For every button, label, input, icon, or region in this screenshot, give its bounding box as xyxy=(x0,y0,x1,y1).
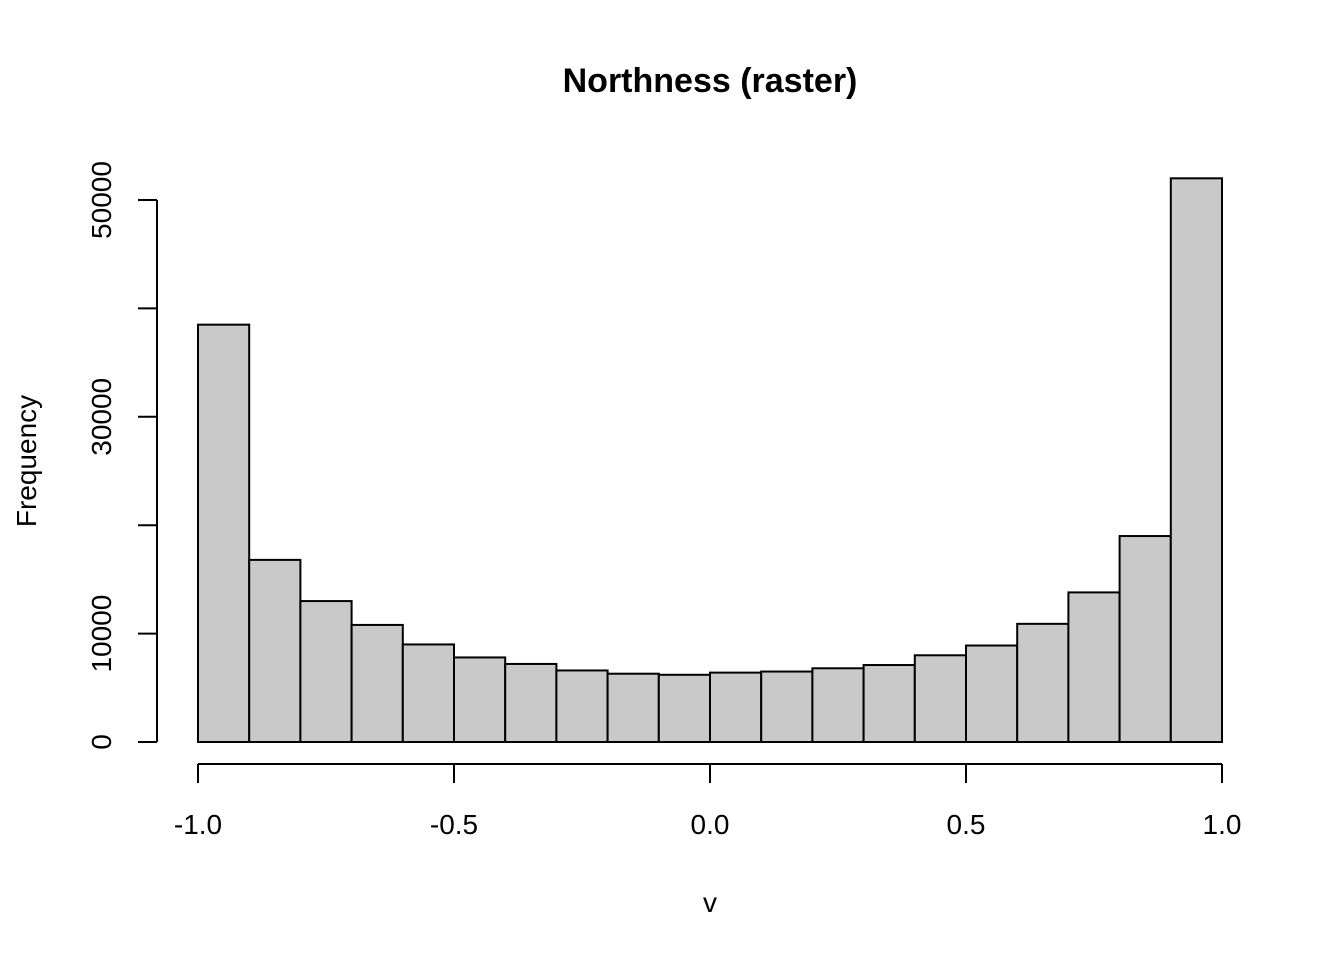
histogram-bar xyxy=(555,669,609,743)
y-tick-label: 10000 xyxy=(86,595,117,673)
chart-title: Northness (raster) xyxy=(563,62,858,100)
x-tick-label: -0.5 xyxy=(430,809,478,840)
histogram-bar xyxy=(709,671,763,744)
x-tick-label: 0.0 xyxy=(691,809,730,840)
histogram-bar xyxy=(453,656,507,743)
histogram-bar xyxy=(760,670,814,743)
histogram-bar xyxy=(606,672,660,744)
x-tick-label: -1.0 xyxy=(174,809,222,840)
y-axis: 0 10000 30000 50000 xyxy=(86,161,158,750)
histogram-bar xyxy=(913,654,967,744)
x-axis-label: v xyxy=(703,887,717,918)
histogram-bar xyxy=(504,662,558,744)
x-axis: -1.0 -0.5 0.0 0.5 1.0 xyxy=(174,763,1242,840)
x-tick-label: 1.0 xyxy=(1203,809,1242,840)
histogram-bar xyxy=(299,600,353,744)
histogram-bar xyxy=(1169,177,1224,743)
y-tick-label: 0 xyxy=(86,734,117,750)
bars-group xyxy=(197,177,1224,744)
histogram-bar xyxy=(965,644,1019,743)
histogram-bar xyxy=(248,558,302,743)
histogram-bar xyxy=(862,664,916,744)
y-tick-label: 50000 xyxy=(86,161,117,239)
histogram-bar xyxy=(401,643,455,743)
histogram-bar xyxy=(657,673,711,743)
histogram-bar xyxy=(1118,535,1172,743)
histogram-bar xyxy=(811,667,865,744)
x-tick-label: 0.5 xyxy=(947,809,986,840)
histogram-bar xyxy=(1067,591,1121,744)
histogram-bar xyxy=(197,323,251,743)
y-tick-label: 30000 xyxy=(86,378,117,456)
histogram-bar xyxy=(1016,622,1070,743)
y-axis-label: Frequency xyxy=(11,395,42,527)
histogram-bar xyxy=(350,623,404,743)
